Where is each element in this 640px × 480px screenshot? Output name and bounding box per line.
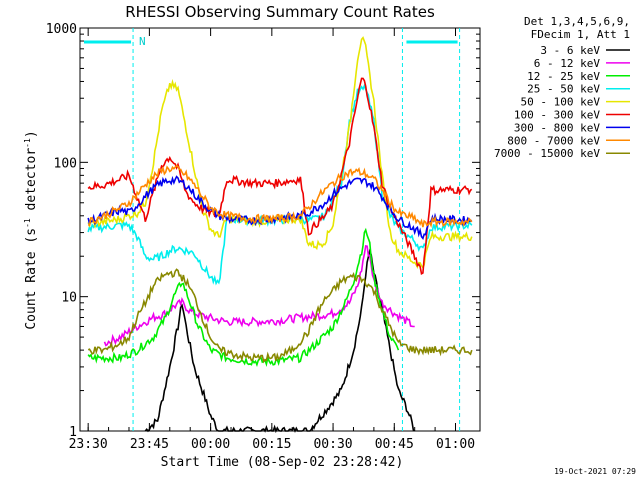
chart-title: RHESSI Observing Summary Count Rates bbox=[125, 3, 435, 21]
y-axis-label-sup2: -1 bbox=[23, 138, 32, 148]
y-axis-label-part1: Count Rate (s bbox=[24, 228, 39, 330]
y-axis-label-part3: ) bbox=[24, 130, 39, 138]
legend-label-4: 50 - 100 keV bbox=[521, 96, 601, 109]
series-line-4 bbox=[87, 36, 473, 270]
y-tick-label-1: 10 bbox=[61, 291, 77, 306]
legend-header-line2: FDecim 1, Att 1 bbox=[531, 28, 630, 41]
legend-label-0: 3 - 6 keV bbox=[540, 44, 600, 57]
legend-label-2: 12 - 25 keV bbox=[527, 70, 600, 83]
night-marker-label: N bbox=[139, 35, 146, 48]
legend-header-line1: Det 1,3,4,5,6,9, bbox=[524, 15, 630, 28]
y-axis-label-part2: detector bbox=[24, 148, 39, 219]
x-tick-label-2: 00:00 bbox=[191, 437, 230, 452]
night-markers: N bbox=[84, 28, 461, 431]
x-tick-label-1: 23:45 bbox=[130, 437, 169, 452]
x-tick-label-3: 00:15 bbox=[252, 437, 291, 452]
legend-label-7: 800 - 7000 keV bbox=[507, 134, 600, 147]
series-line-1 bbox=[103, 244, 415, 347]
series-line-5 bbox=[87, 77, 473, 276]
y-tick-label-2: 100 bbox=[54, 156, 77, 171]
x-tick-label-5: 00:45 bbox=[375, 437, 414, 452]
x-tick-label-0: 23:30 bbox=[69, 437, 108, 452]
legend-label-8: 7000 - 15000 keV bbox=[494, 147, 600, 160]
x-tick-label-6: 01:00 bbox=[436, 437, 475, 452]
y-axis-label-sup1: -1 bbox=[23, 218, 32, 228]
y-axis-label: Count Rate (s-1 detector-1) bbox=[23, 130, 39, 329]
footer-date: 19-Oct-2021 07:29 bbox=[554, 467, 636, 476]
x-axis-ticks: 23:30 23:45 00:00 00:15 00:30 00:45 01:00 bbox=[69, 28, 475, 452]
y-axis-ticks: 1 10 100 1000 bbox=[46, 22, 480, 440]
legend-label-6: 300 - 800 keV bbox=[514, 121, 600, 134]
x-tick-label-4: 00:30 bbox=[313, 437, 352, 452]
x-axis-label: Start Time (08-Sep-02 23:28:42) bbox=[161, 455, 404, 470]
y-tick-label-0: 1 bbox=[69, 425, 77, 440]
series-line-2 bbox=[87, 227, 400, 368]
legend-label-5: 100 - 300 keV bbox=[514, 109, 600, 122]
series-lines bbox=[87, 36, 473, 434]
legend-label-3: 25 - 50 keV bbox=[527, 83, 600, 96]
series-line-7 bbox=[87, 164, 473, 229]
legend-label-1: 6 - 12 keV bbox=[534, 57, 601, 70]
series-line-8 bbox=[87, 268, 473, 364]
y-tick-label-3: 1000 bbox=[46, 22, 77, 37]
legend: Det 1,3,4,5,6,9, FDecim 1, Att 1 3 - 6 k… bbox=[494, 15, 630, 160]
